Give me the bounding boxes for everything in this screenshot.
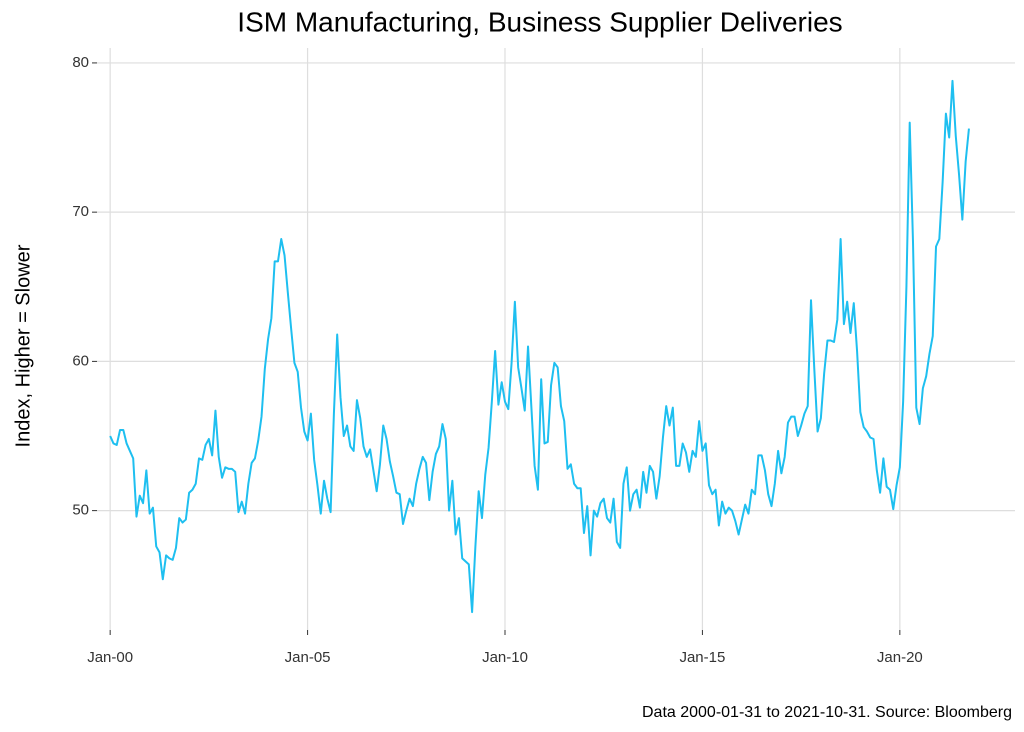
y-axis-label: Index, Higher = Slower xyxy=(12,244,34,447)
x-tick-label: Jan-15 xyxy=(679,649,725,666)
chart-title: ISM Manufacturing, Business Supplier Del… xyxy=(237,6,842,37)
y-tick-label: 80 xyxy=(72,54,89,71)
y-tick-label: 60 xyxy=(72,352,89,369)
data-line xyxy=(109,79,970,614)
x-tick-label: Jan-20 xyxy=(877,649,923,666)
x-tick-label: Jan-00 xyxy=(87,649,133,666)
x-tick-label: Jan-05 xyxy=(285,649,331,666)
caption: Data 2000-01-31 to 2021-10-31. Source: B… xyxy=(642,704,1012,721)
y-tick-label: 50 xyxy=(72,502,89,519)
x-tick-label: Jan-10 xyxy=(482,649,528,666)
y-tick-label: 70 xyxy=(72,203,89,220)
